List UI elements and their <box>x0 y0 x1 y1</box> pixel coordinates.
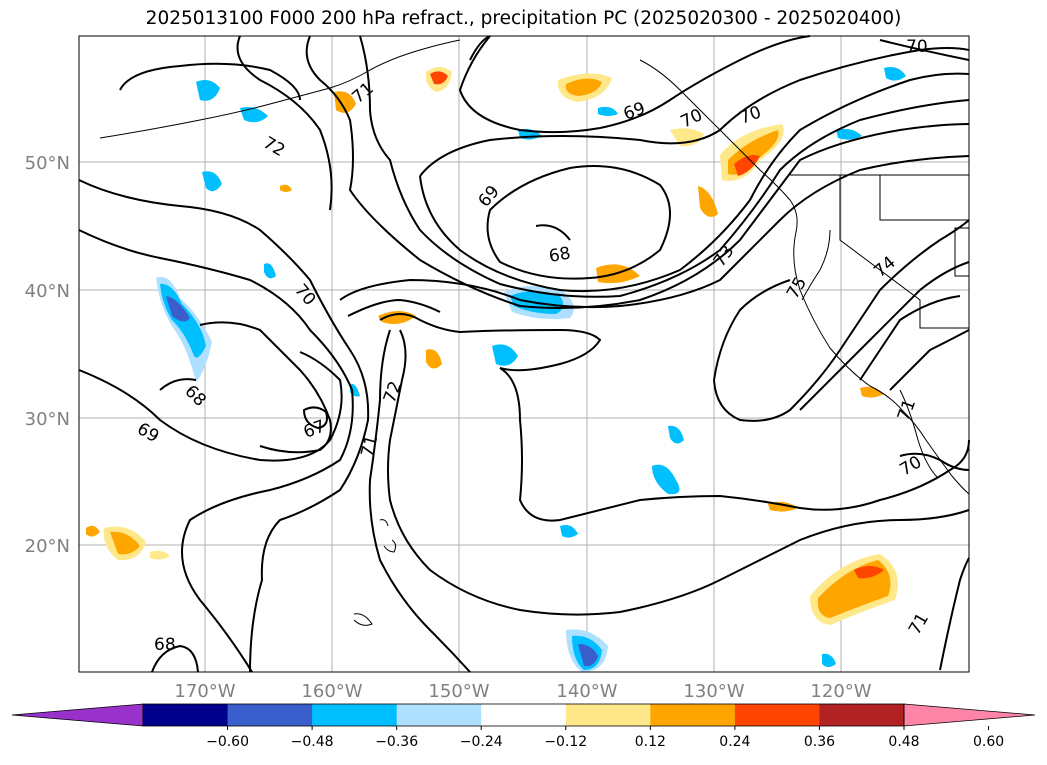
colorbar-tick-label: 0.60 <box>973 734 1004 750</box>
colorbar-tick-label: 0.36 <box>804 734 835 750</box>
precip-negative-patches <box>156 67 906 672</box>
colorbar-segments <box>143 704 905 726</box>
contour-label: 68 <box>547 243 572 266</box>
precip-positive-patches <box>86 67 898 625</box>
map-area <box>79 36 969 672</box>
map-frame <box>78 35 970 673</box>
colorbar-tick-label: −0.60 <box>206 734 249 750</box>
colorbar-extend-left <box>11 703 144 727</box>
refractivity-contours <box>78 35 970 673</box>
colorbar-tick-label: −0.36 <box>375 734 418 750</box>
colorbar-tick-label: −0.48 <box>291 734 334 750</box>
lat-label: 40°N <box>25 281 70 302</box>
map-title: 2025013100 F000 200 hPa refract., precip… <box>145 8 902 29</box>
colorbar-segment <box>143 704 229 726</box>
lon-label: 170°W <box>174 681 235 702</box>
colorbar-tick-label: 0.12 <box>635 734 666 750</box>
lon-label: 130°W <box>683 681 744 702</box>
colorbar-tick-label: −0.12 <box>544 734 587 750</box>
colorbar-segment <box>481 704 567 726</box>
colorbar-ticks: −0.60 −0.48 −0.36 −0.24 −0.12 0.12 0.24 0.36 0.4… <box>206 726 1004 750</box>
colorbar-tick-label: −0.24 <box>460 734 503 750</box>
colorbar-frame <box>142 703 905 727</box>
lon-label: 150°W <box>428 681 489 702</box>
lat-label: 20°N <box>25 536 70 557</box>
contour-label: 70 <box>906 37 928 57</box>
colorbar-segment <box>819 704 905 726</box>
colorbar: −0.60 −0.48 −0.36 −0.24 −0.12 0.12 0.24 0.36 0.4… <box>11 703 1036 750</box>
lon-label: 160°W <box>301 681 362 702</box>
colorbar-segment <box>396 704 482 726</box>
precip-shading <box>86 67 906 672</box>
lon-label: 120°W <box>810 681 871 702</box>
colorbar-segment <box>734 704 820 726</box>
lat-label: 30°N <box>25 409 70 430</box>
colorbar-segment <box>312 704 398 726</box>
colorbar-segment <box>227 704 313 726</box>
colorbar-tick-label: 0.24 <box>719 734 750 750</box>
longitude-labels: 170°W 160°W 150°W 140°W 130°W 120°W <box>174 681 871 702</box>
contour-label: 68 <box>154 635 176 655</box>
lon-label: 140°W <box>556 681 617 702</box>
lat-label: 50°N <box>25 153 70 174</box>
colorbar-segment <box>650 704 736 726</box>
colorbar-tick-label: 0.48 <box>888 734 919 750</box>
latitude-labels: 50°N 40°N 30°N 20°N <box>25 153 70 557</box>
colorbar-extend-right <box>903 703 1036 727</box>
colorbar-segment <box>565 704 651 726</box>
